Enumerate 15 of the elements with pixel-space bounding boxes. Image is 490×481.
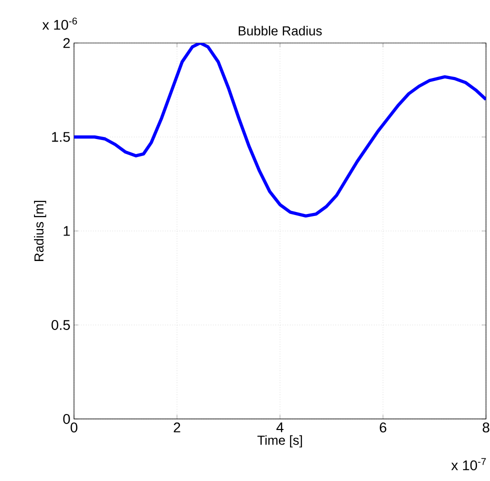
- y-axis-title: Radius [m]: [34, 200, 46, 261]
- x-tick-label: 8: [482, 422, 490, 432]
- text: x 10$^{-6}$: [42, 18, 77, 30]
- x-axis-title: Time [s]: [257, 435, 302, 448]
- x-tick-label: 4: [276, 422, 284, 432]
- y-tick-label: 2: [63, 38, 70, 48]
- y-tick-label: 1.5: [52, 132, 70, 142]
- y-tick-label: 0: [63, 414, 70, 424]
- x-tick-label: 6: [380, 422, 386, 432]
- y-tick-label: 0.5: [52, 320, 70, 330]
- y-tick-label: 1: [64, 226, 70, 236]
- x-tick-label: 2: [174, 422, 180, 432]
- x-tick-label: 0: [70, 422, 78, 432]
- text: x 10$^{-7}$: [451, 458, 486, 470]
- chart-title: Bubble Radius: [238, 26, 322, 36]
